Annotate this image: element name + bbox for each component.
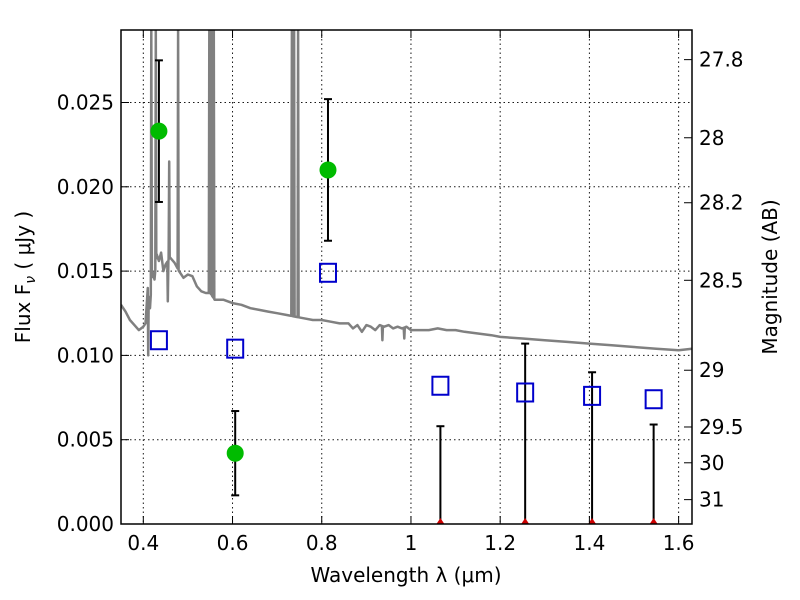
y2-tick-label: 28.2	[699, 191, 744, 215]
x-tick-label: 0.8	[306, 531, 338, 555]
upper-limit-marker	[521, 518, 530, 524]
model-flux-square	[226, 338, 245, 359]
y-axis-title-unit: ( μJy )	[11, 211, 35, 276]
axes: 0.4 0.6 0.8 1 1.2 1.4 1.6 0.000 0.005 0.010 0.015 0…	[57, 30, 744, 555]
y-tick-label: 0.010	[57, 343, 114, 367]
y-tick-label: 0.025	[57, 90, 114, 114]
sed-model-curve	[121, 30, 692, 357]
y2-tick-label: 28.5	[699, 268, 744, 292]
sed-curve-line	[121, 30, 692, 357]
upper-limit-marker	[436, 518, 445, 524]
x-tick-label: 1.2	[484, 531, 516, 555]
y-tick-label: 0.020	[57, 175, 114, 199]
model-flux-square	[583, 385, 602, 406]
y2-tick-label: 31	[699, 488, 724, 512]
x-tick-label: 0.4	[127, 531, 159, 555]
model-flux-square	[516, 382, 535, 403]
y-axis-title-sub: ν	[23, 276, 39, 284]
measured-flux-point	[319, 161, 337, 179]
y2-axis-title: Magnitude (AB)	[758, 199, 782, 354]
model-flux-square	[318, 262, 337, 283]
data-markers	[149, 122, 663, 524]
model-flux-square	[149, 330, 168, 351]
upper-limit-marker	[649, 518, 658, 524]
y-tick-label: 0.000	[57, 512, 114, 536]
x-tick-label: 0.6	[217, 531, 249, 555]
model-flux-square	[644, 389, 663, 410]
y2-tick-label: 29	[699, 358, 724, 382]
x-tick-label: 1.4	[573, 531, 605, 555]
x-tick-label: 1.6	[663, 531, 695, 555]
measured-flux-point	[150, 122, 168, 140]
plot-background	[121, 30, 692, 524]
upper-limit-marker	[588, 518, 597, 524]
model-flux-square	[431, 375, 450, 396]
y2-tick-label: 28	[699, 126, 724, 150]
y2-tick-label: 27.8	[699, 48, 744, 72]
y-axis-title: Flux Fν ( μJy )	[11, 211, 39, 343]
measured-flux-point	[226, 444, 244, 462]
y2-tick-label: 29.5	[699, 415, 744, 439]
plot-frame	[120, 29, 693, 525]
y-tick-label: 0.005	[57, 428, 114, 452]
y2-tick-label: 30	[699, 451, 724, 475]
x-tick-label: 1	[405, 531, 418, 555]
y-tick-label: 0.015	[57, 259, 114, 283]
x-axis-title: Wavelength λ (μm)	[310, 563, 501, 587]
y-axis-title-main: Flux F	[11, 284, 35, 343]
grid	[121, 30, 692, 524]
